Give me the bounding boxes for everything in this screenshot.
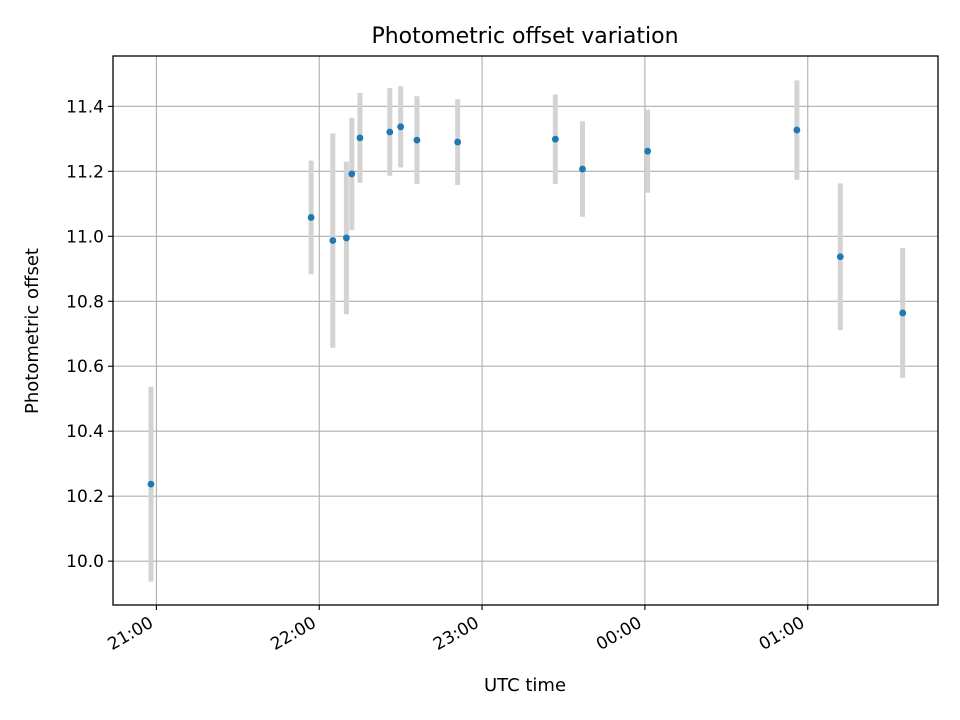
data-point xyxy=(147,480,155,488)
data-points xyxy=(147,123,907,488)
data-point xyxy=(356,134,364,142)
data-point xyxy=(579,165,586,173)
chart-title: Photometric offset variation xyxy=(371,24,678,49)
data-point xyxy=(397,123,405,131)
y-tick-label: 10.0 xyxy=(66,552,104,572)
data-point xyxy=(413,136,421,144)
data-point xyxy=(348,170,356,178)
y-tick-label: 10.6 xyxy=(66,357,104,377)
y-axis: 10.0 10.2 10.4 10.6 10.8 11.0 11.2 11.4 xyxy=(66,97,113,572)
data-point xyxy=(307,214,315,221)
y-tick-label: 11.2 xyxy=(66,162,104,182)
data-point xyxy=(836,253,844,261)
data-point xyxy=(329,237,337,244)
y-tick-label: 11.0 xyxy=(66,227,104,247)
y-tick-label: 10.4 xyxy=(66,422,104,442)
y-axis-label: Photometric offset xyxy=(22,248,43,414)
plot-frame xyxy=(112,55,939,606)
y-tick-label: 10.2 xyxy=(66,487,104,507)
x-axis-label: UTC time xyxy=(484,675,566,696)
y-tick-label: 11.4 xyxy=(66,97,104,117)
data-point xyxy=(551,135,559,143)
data-point xyxy=(793,126,801,134)
plot-area xyxy=(113,56,938,605)
data-point xyxy=(644,147,652,155)
data-point xyxy=(454,138,462,146)
grid xyxy=(113,56,938,605)
data-point xyxy=(386,128,394,136)
data-point xyxy=(342,234,350,242)
y-tick-label: 10.8 xyxy=(66,292,104,312)
data-point xyxy=(899,309,907,317)
